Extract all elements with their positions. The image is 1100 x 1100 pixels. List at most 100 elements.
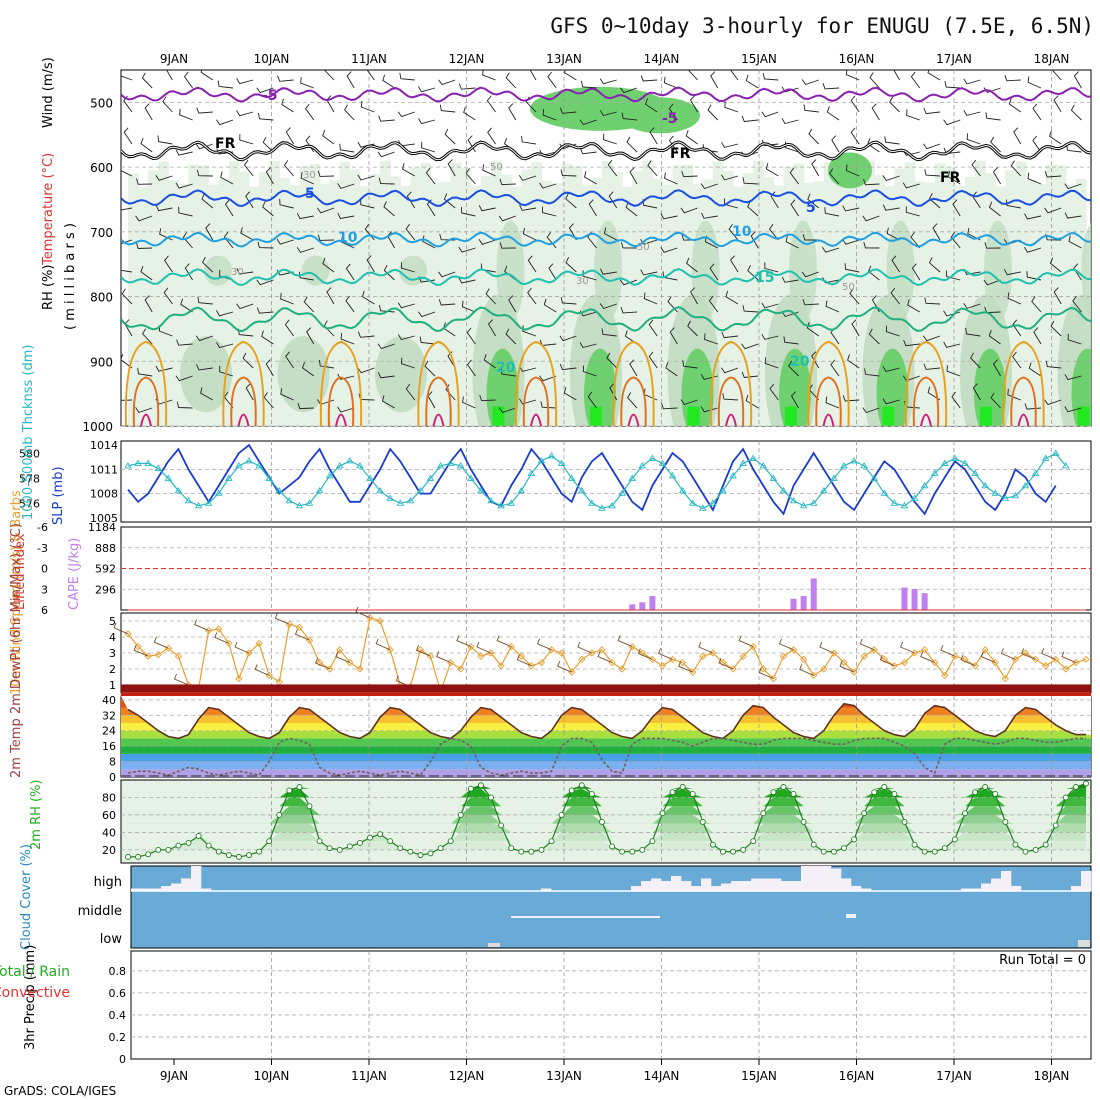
- rh-point: [810, 841, 817, 848]
- rh-tick-label: 20: [102, 844, 116, 857]
- wind-barb: [381, 395, 395, 409]
- rh-fill: [269, 160, 280, 426]
- wind-barb: [539, 182, 557, 189]
- cloud-bar-low: [1078, 940, 1090, 947]
- date-tick-label: 11JAN: [351, 1069, 387, 1083]
- wind-panel: 5 4 3 2 1 10m Wind Speed (m/s) & Barbs: [9, 490, 1092, 696]
- wind-barb: [466, 359, 476, 377]
- wind-barb: [164, 255, 173, 273]
- thickness-point: [920, 481, 929, 489]
- wind-barb: [764, 357, 779, 369]
- temp-color-band: [121, 753, 1091, 762]
- wind-barb: [214, 632, 230, 644]
- wind-barb: [140, 137, 153, 153]
- thickness-point: [971, 469, 979, 476]
- wind-barb: [1045, 360, 1062, 369]
- thickness-point: [245, 457, 253, 464]
- wind-barb: [527, 287, 537, 305]
- rh-point: [225, 852, 232, 859]
- wind-barb: [375, 638, 391, 651]
- thickness-tick-label: 578: [19, 472, 40, 485]
- rh-fill: [480, 176, 492, 426]
- wind-barb: [516, 654, 532, 667]
- wind-barb: [620, 307, 638, 314]
- wind-barb: [770, 191, 779, 209]
- thickness-point: [850, 457, 858, 464]
- upper-axis-label-mb: ( m i l l i b a r s ): [63, 223, 78, 330]
- rh-point: [367, 834, 373, 841]
- rh-point: [639, 846, 646, 853]
- wind-barb: [761, 302, 779, 309]
- rh-point: [427, 850, 434, 857]
- wind-point: [800, 655, 808, 664]
- contour-35: [627, 413, 640, 426]
- wind-barb: [487, 319, 496, 337]
- rh-point: [992, 791, 999, 797]
- wind-barb: [890, 287, 900, 305]
- wind-barb: [621, 112, 638, 121]
- wind-barb: [802, 298, 819, 306]
- wind-barb: [317, 234, 335, 241]
- wind-barb: [256, 279, 274, 286]
- wind-barb: [478, 239, 496, 245]
- wind-barb: [1072, 295, 1082, 313]
- wind-barb: [202, 256, 214, 273]
- cloud-bar-high: [191, 866, 202, 891]
- wind-barb: [707, 104, 719, 121]
- wind-barb: [783, 336, 799, 345]
- wind-barb: [849, 288, 860, 305]
- wind-barb: [761, 111, 779, 118]
- thickness-point: [426, 474, 435, 481]
- wind-point: [880, 655, 888, 664]
- wind-barb: [819, 641, 835, 654]
- wind-barb: [315, 657, 330, 670]
- wind-barb: [478, 205, 496, 212]
- wind-barb: [405, 383, 416, 401]
- rh-fill: [370, 174, 381, 426]
- thickness-point: [789, 496, 798, 504]
- cloud-bar-middle: [846, 914, 856, 918]
- date-tick-label: 15JAN: [741, 1069, 777, 1083]
- contour-label-20: 20: [790, 354, 810, 370]
- wind-barb: [689, 95, 698, 113]
- contour-label-fr: FR: [215, 136, 236, 152]
- cloud-bar-high: [1001, 871, 1012, 891]
- wind-barb: [201, 193, 214, 209]
- wind-axis-label: 10m Wind Speed (m/s) & Barbs: [9, 490, 24, 695]
- thickness-point: [164, 474, 173, 481]
- wind-barb: [629, 167, 638, 185]
- contour-label-5: 5: [806, 200, 816, 216]
- wind-barb: [1013, 127, 1022, 145]
- rh-point: [740, 846, 747, 853]
- wind-barb: [649, 127, 658, 145]
- rh-fill: [349, 169, 361, 426]
- wind-barb: [640, 75, 658, 82]
- contour-35: [822, 413, 835, 426]
- wind-barb: [1024, 246, 1042, 253]
- rh-point: [185, 839, 192, 846]
- wind-barb: [1051, 70, 1062, 81]
- wind-barb: [869, 72, 880, 89]
- wind-barb: [826, 106, 840, 121]
- wind-barb: [461, 300, 476, 313]
- temp-bands: [121, 684, 1091, 777]
- temp-line: [127, 702, 1086, 740]
- wind-barb: [730, 70, 739, 81]
- temp-tick-label: 32: [102, 709, 116, 722]
- wind-point: [921, 646, 929, 654]
- thickness-point: [769, 474, 778, 481]
- wind-barb: [522, 325, 537, 337]
- wind-barb: [577, 641, 593, 654]
- wind-barb: [946, 365, 961, 377]
- thickness-point: [477, 486, 485, 494]
- rh-plume-max: [1077, 406, 1090, 426]
- rh-plume: [375, 336, 427, 413]
- slp-tick-label: 1011: [90, 463, 118, 476]
- wind-barb: [135, 215, 153, 222]
- wind-barb: [234, 641, 250, 654]
- wind-barb: [902, 182, 920, 189]
- thickness-point: [1062, 462, 1070, 469]
- date-tick-label: 13JAN: [546, 1069, 582, 1083]
- wind-barb: [155, 175, 173, 181]
- rh-fill: [440, 181, 452, 426]
